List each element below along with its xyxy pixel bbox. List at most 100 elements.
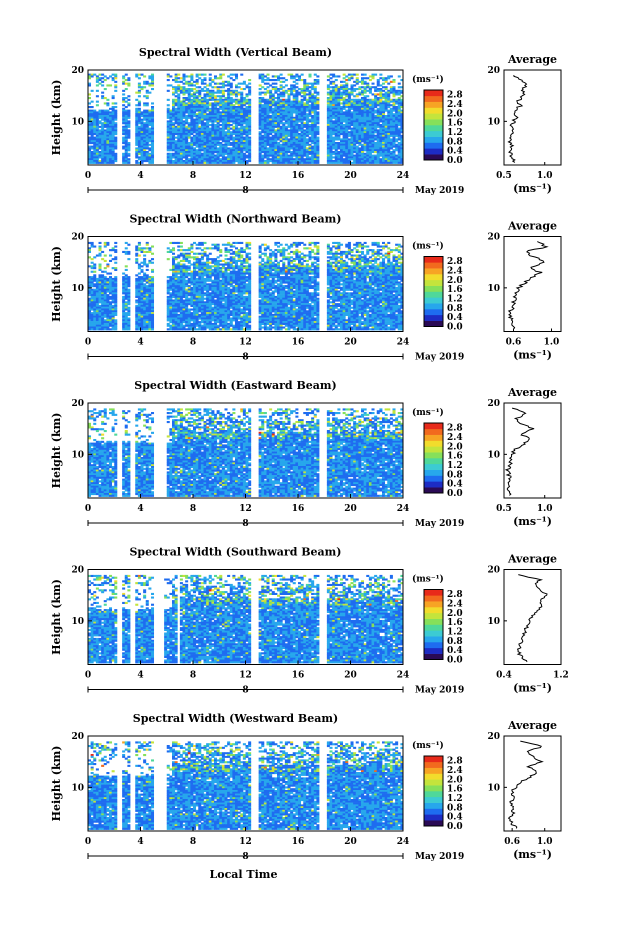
heatmap-cell	[379, 100, 383, 103]
heatmap-cell	[389, 109, 393, 112]
heatmap-cell	[284, 161, 288, 164]
heatmap-cell	[274, 156, 278, 159]
heatmap-cell	[242, 109, 246, 112]
heatmap-cell	[135, 160, 139, 163]
heatmap-cell	[206, 256, 210, 259]
heatmap-cell	[376, 98, 380, 101]
heatmap-cell	[151, 151, 155, 154]
heatmap-cell	[303, 151, 307, 154]
heatmap-cell	[166, 73, 170, 76]
heatmap-cell	[355, 127, 359, 130]
heatmap-cell	[295, 140, 299, 143]
heatmap-cell	[303, 115, 307, 118]
heatmap-cell	[305, 143, 309, 146]
heatmap-cell	[106, 142, 110, 145]
heatmap-cell	[216, 265, 220, 268]
heatmap-cell	[353, 254, 357, 257]
heatmap-cell	[232, 143, 236, 146]
heatmap-cell	[200, 88, 204, 91]
heatmap-cell	[277, 125, 281, 128]
heatmap-cell	[240, 107, 244, 110]
heatmap-cell	[355, 120, 359, 123]
heatmap-cell	[355, 134, 359, 137]
heatmap-cell	[101, 118, 105, 121]
heatmap-cell	[358, 161, 362, 164]
heatmap-cell	[277, 133, 281, 136]
heatmap-cell	[98, 138, 102, 141]
heatmap-cell	[258, 254, 262, 257]
heatmap-cell	[347, 156, 351, 159]
heatmap-cell	[298, 158, 302, 161]
heatmap-cell	[109, 254, 113, 257]
heatmap-cell	[237, 82, 241, 85]
heatmap-cell	[382, 143, 386, 146]
heatmap-cell	[376, 249, 380, 252]
heatmap-cell	[135, 154, 139, 157]
heatmap-cell	[397, 151, 401, 154]
heatmap-cell	[261, 116, 265, 119]
heatmap-cell	[229, 98, 233, 101]
heatmap-cell	[284, 131, 288, 134]
heatmap-cell	[208, 147, 212, 150]
heatmap-cell	[266, 102, 270, 105]
heatmap-cell	[358, 127, 362, 130]
heatmap-cell	[334, 152, 338, 155]
heatmap-cell	[332, 91, 336, 94]
heatmap-cell	[221, 106, 225, 109]
heatmap-cell	[203, 111, 207, 114]
heatmap-cell	[269, 154, 273, 157]
heatmap-cell	[400, 118, 404, 121]
heatmap-cell	[151, 158, 155, 161]
heatmap-cell	[206, 129, 210, 132]
heatmap-cell	[295, 241, 299, 244]
heatmap-cell	[382, 158, 386, 161]
heatmap-cell	[363, 113, 367, 116]
heatmap-cell	[240, 116, 244, 119]
heatmap-cell	[290, 111, 294, 114]
heatmap-cell	[169, 124, 173, 127]
heatmap-cell	[237, 149, 241, 152]
heatmap-cell	[287, 143, 291, 146]
heatmap-cell	[313, 245, 317, 248]
heatmap-cell	[263, 131, 267, 134]
heatmap-cell	[193, 84, 197, 87]
heatmap-cell	[274, 249, 278, 252]
heatmap-cell	[137, 77, 141, 80]
heatmap-cell	[182, 142, 186, 145]
heatmap-cell	[274, 160, 278, 163]
heatmap-cell	[340, 129, 344, 132]
heatmap-cell	[298, 127, 302, 130]
heatmap-cell	[235, 107, 239, 110]
heatmap-cell	[397, 258, 401, 261]
heatmap-cell	[219, 158, 223, 161]
heatmap-cell	[355, 124, 359, 127]
heatmap-cell	[305, 100, 309, 103]
heatmap-cell	[266, 82, 270, 85]
heatmap-cell	[124, 79, 128, 82]
heatmap-cell	[235, 95, 239, 98]
heatmap-cell	[303, 154, 307, 157]
heatmap-cell	[208, 95, 212, 98]
heatmap-cell	[295, 91, 299, 94]
heatmap-cell	[271, 79, 275, 82]
heatmap-cell	[101, 129, 105, 132]
heatmap-cell	[208, 118, 212, 121]
heatmap-cell	[185, 120, 189, 123]
heatmap-cell	[263, 115, 267, 118]
heatmap-cell	[95, 151, 99, 154]
heatmap-cell	[227, 129, 231, 132]
heatmap-cell	[245, 134, 249, 137]
heatmap-cell	[395, 93, 399, 96]
heatmap-cell	[368, 154, 372, 157]
heatmap-cell	[208, 116, 212, 119]
heatmap-cell	[174, 120, 178, 123]
heatmap-cell	[334, 241, 338, 244]
heatmap-cell	[361, 127, 365, 130]
heatmap-cell	[182, 252, 186, 255]
heatmap-cell	[111, 95, 115, 98]
heatmap-cell	[277, 158, 281, 161]
heatmap-cell	[397, 133, 401, 136]
heatmap-cell	[232, 91, 236, 94]
heatmap-cell	[140, 152, 144, 155]
heatmap-cell	[300, 107, 304, 110]
